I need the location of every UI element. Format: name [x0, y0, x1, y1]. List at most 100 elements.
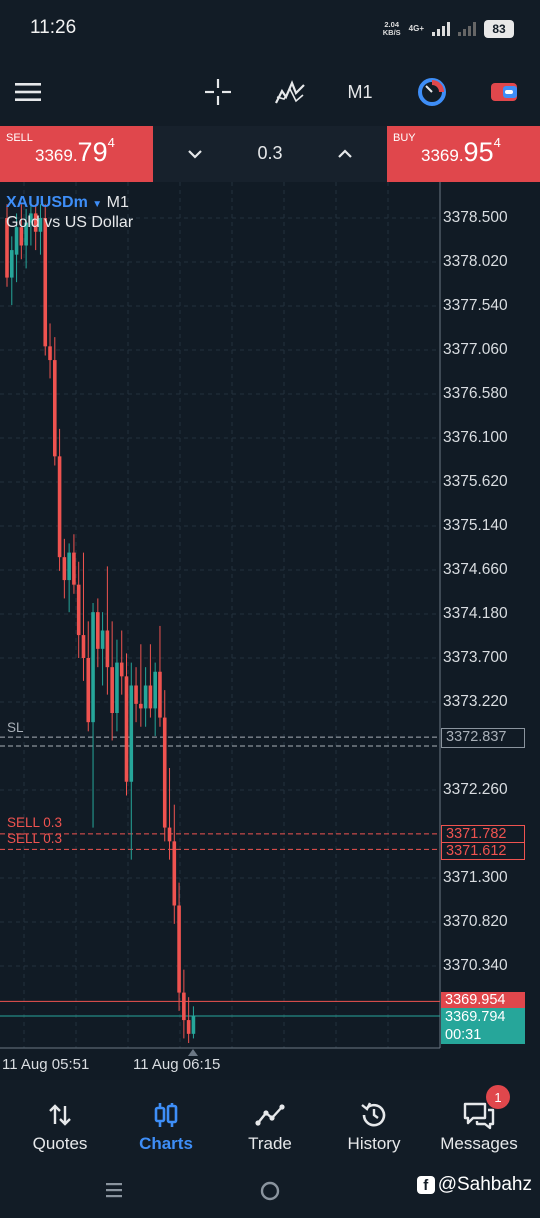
- status-time: 11:26: [30, 17, 77, 38]
- candle-body: [148, 685, 153, 709]
- chevron-down-icon: [188, 150, 202, 159]
- home-icon[interactable]: [259, 1180, 281, 1207]
- account-icon[interactable]: [484, 72, 524, 112]
- messages-badge: 1: [486, 1085, 510, 1109]
- buy-price: 3369.954: [421, 135, 501, 167]
- status-bar: 11:26 2.04 KB/S 4G+ 83: [0, 0, 540, 58]
- history-icon: [359, 1100, 389, 1130]
- candle-body: [43, 218, 48, 347]
- price-tick: 3378.500: [443, 209, 508, 226]
- candle-body: [53, 360, 57, 457]
- status-indicators: 2.04 KB/S 4G+ 83: [383, 18, 514, 40]
- nav-messages[interactable]: Messages: [436, 1080, 522, 1164]
- sell-label: SELL: [6, 132, 33, 144]
- volume-decrease-button[interactable]: [180, 140, 210, 168]
- price-tick: 3371.300: [443, 869, 508, 886]
- candle-body: [67, 552, 71, 581]
- candle-body: [182, 992, 186, 1021]
- candle-body: [115, 662, 119, 713]
- nav-trade[interactable]: Trade: [230, 1080, 310, 1164]
- time-label: 11 Aug 06:15: [133, 1056, 221, 1073]
- candle-body: [143, 685, 148, 709]
- candle-body: [9, 250, 14, 278]
- battery-icon: 83: [484, 20, 514, 38]
- candle-body: [134, 685, 138, 704]
- nav-quotes[interactable]: Quotes: [20, 1080, 100, 1164]
- sl-price-box: 3372.837: [441, 728, 525, 748]
- candle-body: [57, 456, 62, 558]
- hamburger-menu-icon[interactable]: [8, 72, 48, 112]
- candle-body: [105, 630, 110, 668]
- nav-charts[interactable]: Charts: [126, 1080, 206, 1164]
- buy-button[interactable]: BUY 3369.954: [387, 126, 540, 182]
- facebook-icon: f: [416, 1176, 435, 1194]
- candle-body: [119, 662, 124, 677]
- candle-body: [19, 227, 24, 246]
- price-chart[interactable]: XAUUSDm ▼ M1 Gold vs US Dollar 3378.500 …: [0, 182, 540, 1080]
- current-time-marker: [188, 1049, 198, 1056]
- candle-body: [153, 671, 157, 709]
- sell-order-label: SELL 0.3: [7, 831, 63, 846]
- recent-apps-icon[interactable]: [104, 1180, 124, 1205]
- candle-body: [124, 676, 129, 782]
- price-tick: 3378.020: [443, 253, 508, 270]
- network-speed: 2.04 KB/S: [382, 20, 401, 37]
- price-tick: 3375.140: [443, 517, 508, 534]
- candle-body: [162, 717, 167, 828]
- candle-body: [5, 218, 9, 278]
- price-tick: 3377.060: [443, 341, 508, 358]
- chart-symbol[interactable]: XAUUSDm ▼ M1: [6, 194, 129, 212]
- volume-input[interactable]: 0.3: [257, 143, 283, 163]
- candle-body: [100, 630, 105, 649]
- price-tick: 3376.580: [443, 385, 508, 402]
- candle-body: [158, 671, 162, 718]
- crosshair-icon[interactable]: [198, 72, 238, 112]
- symbol-description: Gold vs US Dollar: [6, 214, 134, 231]
- candle-body: [172, 841, 177, 906]
- time-label: 11 Aug 05:51: [2, 1056, 90, 1073]
- candle-body: [186, 1020, 191, 1034]
- candle-body: [29, 213, 33, 223]
- candle-body: [48, 346, 52, 361]
- caret-down-icon: ▼: [92, 199, 103, 210]
- ask-price-box: 3369.954: [441, 992, 525, 1010]
- nav-history[interactable]: History: [334, 1080, 414, 1164]
- bid-price-box: 3369.794 00:31: [441, 1008, 525, 1044]
- timeframe-button[interactable]: M1: [347, 81, 373, 102]
- messages-icon: [462, 1100, 496, 1130]
- candle-body: [76, 584, 81, 636]
- candle-body: [86, 658, 91, 723]
- candle-body: [24, 222, 28, 246]
- price-tick: 3373.220: [443, 693, 508, 710]
- candle-body: [14, 227, 19, 255]
- bottom-navigation: Quotes Charts Trade History Messages: [0, 1080, 540, 1164]
- chart-canvas[interactable]: [0, 182, 540, 1080]
- signal-icon-secondary: [458, 22, 476, 36]
- candle-body: [177, 905, 181, 993]
- chevron-up-icon: [338, 149, 352, 158]
- signal-icon: [432, 22, 450, 36]
- candle-body: [139, 703, 143, 709]
- price-tick: 3375.620: [443, 473, 508, 490]
- candle-body: [38, 218, 43, 232]
- price-tick: 3374.660: [443, 561, 508, 578]
- symbol-timeframe: M1: [106, 194, 129, 211]
- indicators-icon[interactable]: [270, 72, 310, 112]
- price-tick: 3374.180: [443, 605, 508, 622]
- price-tick: 3373.700: [443, 649, 508, 666]
- sell-price: 3369.794: [35, 135, 115, 167]
- sl-line-label: SL: [7, 720, 24, 735]
- candle-body: [167, 827, 172, 842]
- price-tick: 3372.260: [443, 781, 508, 798]
- volume-increase-button[interactable]: [330, 140, 360, 168]
- candle-body: [33, 213, 38, 232]
- candle-body: [96, 612, 100, 649]
- candle-body: [72, 552, 76, 585]
- price-tick: 3376.100: [443, 429, 508, 446]
- sell-button[interactable]: SELL 3369.794: [0, 126, 153, 182]
- sell-order-price-box: 3371.782: [441, 825, 525, 843]
- candle-body: [191, 1016, 196, 1034]
- objects-icon[interactable]: [412, 72, 452, 112]
- candle-body: [81, 635, 86, 658]
- price-tick: 3370.340: [443, 957, 508, 974]
